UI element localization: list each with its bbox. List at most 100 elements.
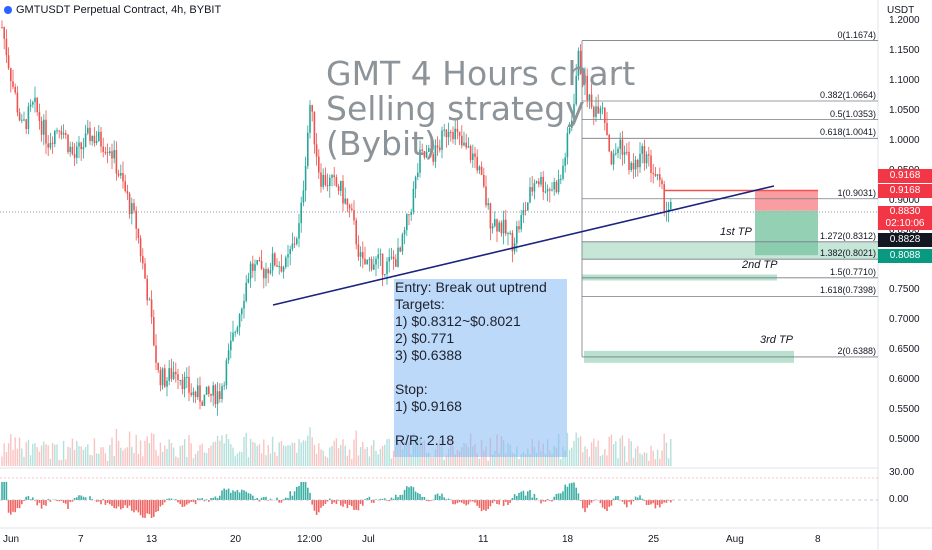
oscillator-bar [472, 500, 474, 502]
candle-body [223, 385, 225, 387]
volume-bar [49, 458, 52, 466]
candle-body [234, 332, 236, 334]
candle-body [373, 264, 375, 270]
candle-body [401, 234, 404, 252]
oscillator-bar [106, 500, 109, 503]
volume-bar [313, 445, 316, 466]
candle-body [282, 266, 285, 272]
oscillator-bar [210, 497, 212, 500]
candle-body [366, 260, 368, 265]
oscillator-bar [293, 491, 296, 500]
volume-bar [93, 438, 96, 466]
oscillator-bar [111, 500, 113, 506]
oscillator-bar [467, 500, 470, 505]
oscillator-bar [670, 500, 672, 503]
price-tag-countdown: 02:10:06 [878, 218, 932, 230]
candle-body [670, 201, 672, 210]
volume-bar [641, 454, 643, 466]
volume-bar [223, 443, 225, 466]
oscillator-bar [381, 498, 384, 500]
oscillator-bar [181, 500, 184, 508]
volume-bar [249, 438, 252, 466]
time-tick-label: Jul [362, 534, 375, 545]
oscillator-bar [192, 500, 195, 503]
candle-body [322, 174, 324, 187]
volume-bar [401, 448, 404, 466]
candle-body [406, 214, 408, 231]
candle-body [546, 189, 549, 192]
volume-bar [632, 457, 635, 466]
volume-bar [188, 434, 190, 466]
oscillator-bar [5, 482, 8, 500]
volume-bar [544, 454, 547, 466]
candle-body [177, 374, 179, 380]
candle-body [208, 386, 210, 394]
volume-bar [351, 458, 353, 466]
candle-body [355, 220, 357, 245]
oscillator-bar [139, 500, 142, 516]
candle-body [219, 391, 221, 399]
volume-bar [518, 459, 520, 466]
candle-body [421, 149, 423, 151]
oscillator-bar [38, 500, 41, 503]
candle-body [623, 151, 626, 155]
fib-label: 1.5(0.7710) [829, 266, 876, 277]
volume-bar [166, 448, 168, 466]
candle-body [54, 130, 56, 144]
symbol-header[interactable]: GMTUSDT Perpetual Contract, 4h, BYBIT [4, 4, 221, 16]
candle-body [456, 128, 459, 132]
candle-body [89, 127, 91, 142]
oscillator-bar [410, 486, 412, 500]
candle-body [161, 368, 164, 386]
volume-bar [155, 450, 157, 466]
volume-bar [494, 450, 496, 466]
candle-body [1, 27, 3, 29]
candle-body [227, 350, 230, 361]
fib-label: 0.5(1.0353) [829, 108, 876, 119]
time-tick-label: 7 [78, 534, 84, 545]
candle-body [430, 148, 432, 155]
fib-label: 2(0.6388) [837, 345, 876, 356]
oscillator-bar [69, 500, 71, 502]
volume-bar [238, 451, 241, 466]
candle-body [370, 259, 373, 270]
strategy-note-box[interactable]: Entry: Break out uptrend Targets: 1) $0.… [394, 279, 567, 457]
oscillator-bar [124, 500, 126, 506]
volume-bar [67, 446, 69, 466]
candle-body [287, 254, 289, 258]
oscillator-bar [573, 482, 575, 500]
candle-body [342, 180, 344, 204]
candle-body [419, 149, 421, 173]
candle-body [388, 257, 390, 262]
volume-bar [269, 453, 272, 466]
volume-bar [353, 439, 355, 466]
oscillator-bar [309, 492, 311, 500]
oscillator-bar [634, 496, 637, 500]
candle-body [560, 178, 562, 180]
volume-bar [225, 434, 228, 466]
price-tick-label: 0.9000 [889, 194, 920, 206]
oscillator-bar [157, 500, 159, 512]
candle-body [278, 266, 280, 268]
candle-body [252, 263, 254, 271]
volume-bar [256, 445, 258, 466]
oscillator-bar [278, 500, 280, 503]
candle-body [434, 145, 437, 162]
candle-body [115, 149, 118, 174]
symbol-title[interactable]: GMTUSDT Perpetual Contract, 4h, BYBIT [16, 4, 222, 16]
volume-bar [157, 455, 159, 466]
oscillator-bar [571, 482, 573, 500]
volume-bar [117, 440, 120, 466]
candle-body [538, 181, 540, 185]
time-tick-label: 11 [478, 534, 489, 545]
oscillator-bar [478, 500, 481, 508]
volume-bar [82, 449, 85, 466]
oscillator-bar [648, 500, 650, 505]
oscillator-bar [564, 484, 566, 500]
candle-body [84, 133, 87, 147]
candle-body [571, 120, 573, 128]
candle-body [478, 166, 481, 171]
price-tick-label: 1.2000 [889, 15, 920, 27]
volume-bar [337, 448, 340, 466]
